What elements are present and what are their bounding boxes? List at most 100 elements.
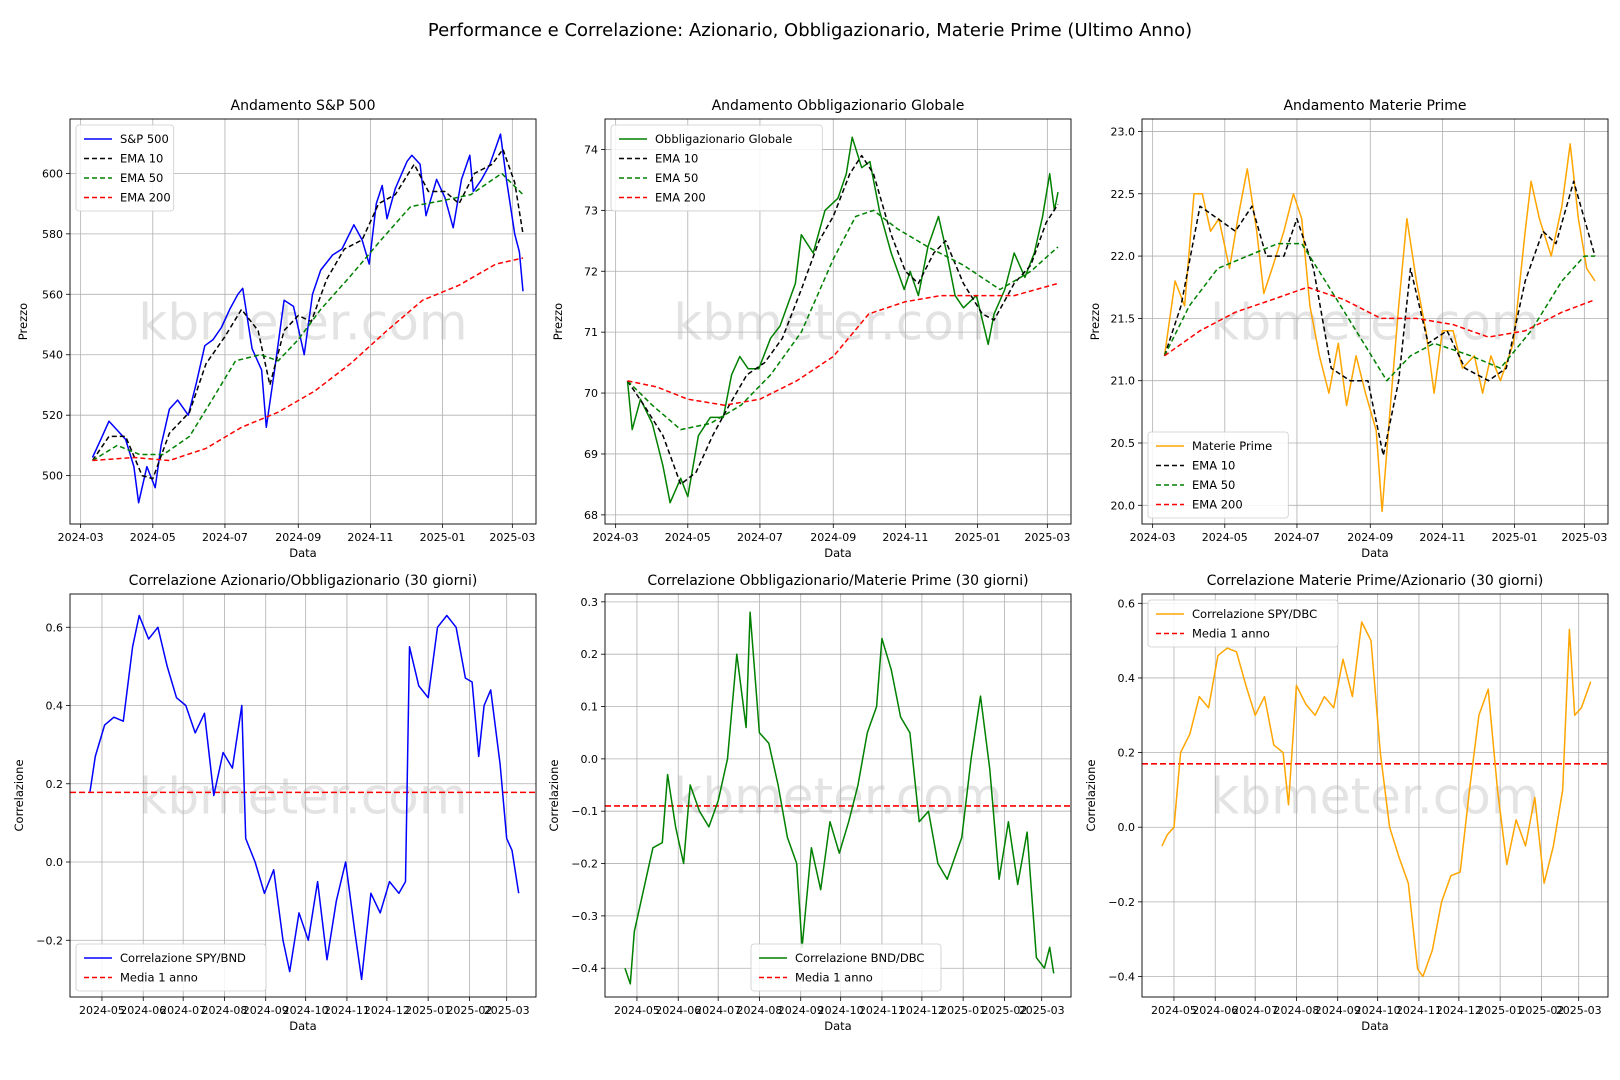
x-tick-label: 2024-09 (1347, 531, 1393, 544)
watermark-text: kbmeter.com (673, 294, 1002, 352)
series-line-correlazione-spy-bnd (89, 614, 520, 981)
y-tick-label: 0.2 (1118, 747, 1136, 760)
axes-frame (1141, 118, 1609, 525)
x-tick-label: 2024-08 (201, 1004, 247, 1017)
subplot-2: kbmeter.com 2024-03 2024-05 2024-07 2024-09 2… (551, 98, 1072, 560)
x-tick-label: 2024-07 (737, 531, 783, 544)
axes-frame (604, 118, 1072, 525)
x-axis-label: Data (824, 1019, 851, 1033)
legend-box (1147, 431, 1289, 519)
x-axis-label: Data (1361, 1019, 1388, 1033)
x-tick-label: 2025-01 (405, 1004, 451, 1017)
x-axis-label: Data (824, 546, 851, 560)
y-tick-label: 0.6 (46, 621, 64, 634)
legend-label: S&P 500 (120, 132, 169, 146)
x-tick-label: 2024-03 (593, 531, 639, 544)
x-tick-label: 2024-11 (324, 1004, 370, 1017)
series-line-ema-50 (1163, 242, 1595, 382)
series-line-ema-10 (91, 148, 524, 480)
x-tick-label: 2024-05 (130, 531, 176, 544)
x-tick-label: 2025-02 (981, 1004, 1027, 1017)
y-tick-label: −0.2 (571, 858, 598, 871)
x-axis-label: Data (289, 1019, 316, 1033)
subplot-title: Correlazione Materie Prime/Azionario (30… (1207, 573, 1544, 589)
y-tick-label: 21.0 (1111, 375, 1136, 388)
x-tick-label: 2024-12 (1436, 1004, 1482, 1017)
y-tick-label: 22.0 (1111, 250, 1136, 263)
subplot-6: kbmeter.com2024-052024-062024-072024-082… (1084, 573, 1609, 1033)
x-tick-label: 2024-06 (120, 1004, 166, 1017)
legend-box (1147, 599, 1339, 648)
x-tick-label: 2024-11 (347, 531, 393, 544)
y-tick-label: 22.5 (1111, 188, 1136, 201)
series-line-s-p-500 (91, 133, 524, 504)
x-tick-label: 2024-09 (778, 1004, 824, 1017)
legend-label: Correlazione SPY/BND (120, 951, 246, 965)
x-tick-label: 2024-10 (818, 1004, 864, 1017)
x-tick-label: 2025-03 (489, 531, 535, 544)
series-line-obbligazionario-globale (626, 136, 1059, 504)
x-tick-label: 2024-08 (1273, 1004, 1319, 1017)
series-line-materie-prime (1163, 143, 1596, 513)
figure-title: Performance e Correlazione: Azionario, O… (428, 20, 1192, 41)
legend-label: Media 1 anno (120, 971, 198, 985)
x-tick-label: 2024-09 (275, 531, 321, 544)
x-tick-label: 2025-01 (420, 531, 466, 544)
x-tick-label: 2024-07 (160, 1004, 206, 1017)
y-tick-label: 0.2 (46, 778, 64, 791)
x-tick-label: 2024-08 (736, 1004, 782, 1017)
watermark-text: kbmeter.com (673, 768, 1002, 826)
subplot-title: Correlazione Obbligazionario/Materie Pri… (647, 573, 1028, 589)
axes-frame (69, 118, 537, 525)
series-line-ema-50 (92, 172, 524, 462)
x-tick-label: 2024-05 (1202, 531, 1248, 544)
legend: Materie Prime EMA 10 EMA 50 EMA 200 (1147, 431, 1289, 519)
y-tick-label: −0.2 (1108, 896, 1135, 909)
y-tick-label: 0.0 (1118, 821, 1136, 834)
y-tick-label: 23.0 (1111, 125, 1136, 138)
y-tick-label: −0.1 (571, 805, 598, 818)
axes-frame (69, 593, 537, 998)
grid-lines (605, 594, 1071, 997)
axes-frame (604, 593, 1072, 998)
y-tick-label: 600 (42, 167, 63, 180)
x-tick-label: 2024-11 (1396, 1004, 1442, 1017)
y-tick-label: −0.4 (1108, 970, 1135, 983)
y-axis-label: Correlazione (547, 759, 561, 831)
y-tick-label: −0.2 (36, 934, 63, 947)
y-tick-label: −0.4 (571, 962, 598, 975)
y-tick-label: −0.3 (571, 910, 598, 923)
y-tick-label: 69 (584, 448, 598, 461)
y-tick-label: 520 (42, 409, 63, 422)
subplot-title: Andamento Materie Prime (1283, 98, 1466, 114)
x-tick-label: 2025-01 (940, 1004, 986, 1017)
legend-label: Correlazione SPY/DBC (1192, 607, 1317, 621)
y-axis-label: Prezzo (1088, 303, 1102, 340)
legend-box (610, 124, 823, 212)
series-line-ema-50 (626, 209, 1059, 431)
x-tick-label: 2025-02 (446, 1004, 492, 1017)
x-tick-label: 2024-10 (1355, 1004, 1401, 1017)
y-tick-label: 560 (42, 288, 63, 301)
grid-lines (1142, 119, 1608, 524)
x-tick-label: 2025-01 (1492, 531, 1538, 544)
x-tick-label: 2024-09 (810, 531, 856, 544)
x-tick-label: 2024-06 (655, 1004, 701, 1017)
x-tick-label: 2024-09 (1315, 1004, 1361, 1017)
y-tick-label: 0.3 (581, 596, 599, 609)
y-tick-label: 0.4 (1118, 672, 1136, 685)
x-tick-label: 2024-11 (882, 531, 928, 544)
x-tick-label: 2024-07 (1274, 531, 1320, 544)
x-axis-label: Data (1361, 546, 1388, 560)
x-tick-label: 2024-11 (1419, 531, 1465, 544)
legend-label: EMA 200 (1192, 498, 1243, 512)
x-tick-label: 2025-01 (1477, 1004, 1523, 1017)
x-tick-label: 2024-06 (1192, 1004, 1238, 1017)
y-tick-label: 72 (584, 265, 598, 278)
legend-label: EMA 10 (120, 152, 163, 166)
legend: Correlazione SPY/DBC Media 1 anno (1147, 599, 1339, 648)
y-axis-label: Correlazione (12, 759, 26, 831)
x-tick-label: 2025-03 (484, 1004, 530, 1017)
y-axis-label: Prezzo (551, 303, 565, 340)
